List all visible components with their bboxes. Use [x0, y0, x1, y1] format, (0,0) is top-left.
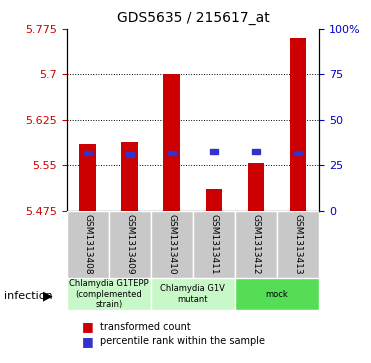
Bar — [210, 149, 218, 154]
Text: ▶: ▶ — [43, 289, 52, 302]
Text: GSM1313409: GSM1313409 — [125, 214, 134, 274]
FancyBboxPatch shape — [235, 211, 277, 278]
Text: Chlamydia G1TEPP
(complemented
strain): Chlamydia G1TEPP (complemented strain) — [69, 279, 149, 309]
FancyBboxPatch shape — [235, 278, 319, 310]
Bar — [126, 152, 134, 157]
Bar — [79, 144, 96, 211]
FancyBboxPatch shape — [151, 278, 235, 310]
Bar — [164, 74, 180, 211]
Text: GSM1313408: GSM1313408 — [83, 214, 92, 274]
Text: ■: ■ — [82, 335, 93, 348]
Text: GDS5635 / 215617_at: GDS5635 / 215617_at — [116, 11, 269, 25]
FancyBboxPatch shape — [67, 278, 151, 310]
Text: percentile rank within the sample: percentile rank within the sample — [100, 336, 265, 346]
Bar — [294, 151, 302, 155]
Bar — [247, 163, 265, 211]
Text: GSM1313412: GSM1313412 — [252, 214, 260, 274]
Bar — [168, 151, 176, 155]
Text: mock: mock — [266, 290, 288, 298]
Text: ■: ■ — [82, 320, 93, 333]
Bar — [206, 189, 222, 211]
Text: GSM1313411: GSM1313411 — [210, 214, 219, 274]
FancyBboxPatch shape — [151, 211, 193, 278]
FancyBboxPatch shape — [109, 211, 151, 278]
FancyBboxPatch shape — [193, 211, 235, 278]
Text: transformed count: transformed count — [100, 322, 191, 332]
Text: infection: infection — [4, 291, 52, 301]
Text: GSM1313413: GSM1313413 — [293, 214, 302, 274]
Text: Chlamydia G1V
mutant: Chlamydia G1V mutant — [161, 284, 225, 304]
Bar — [121, 142, 138, 211]
FancyBboxPatch shape — [277, 211, 319, 278]
Bar — [252, 149, 260, 154]
Text: GSM1313410: GSM1313410 — [167, 214, 176, 274]
FancyBboxPatch shape — [67, 211, 109, 278]
Bar — [83, 151, 92, 155]
Bar — [290, 38, 306, 211]
